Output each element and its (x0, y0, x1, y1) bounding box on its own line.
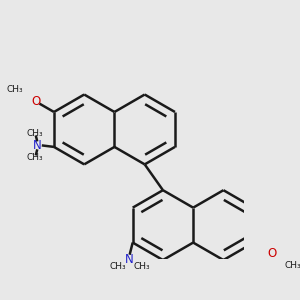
Text: O: O (268, 247, 277, 260)
Text: CH₃: CH₃ (26, 153, 43, 162)
Text: N: N (33, 139, 42, 152)
Text: CH₃: CH₃ (134, 262, 150, 272)
Text: CH₃: CH₃ (6, 85, 23, 94)
Text: N: N (125, 253, 134, 266)
Text: CH₃: CH₃ (109, 262, 126, 272)
Text: CH₃: CH₃ (26, 129, 43, 138)
Text: CH₃: CH₃ (285, 261, 300, 270)
Text: O: O (31, 95, 40, 108)
